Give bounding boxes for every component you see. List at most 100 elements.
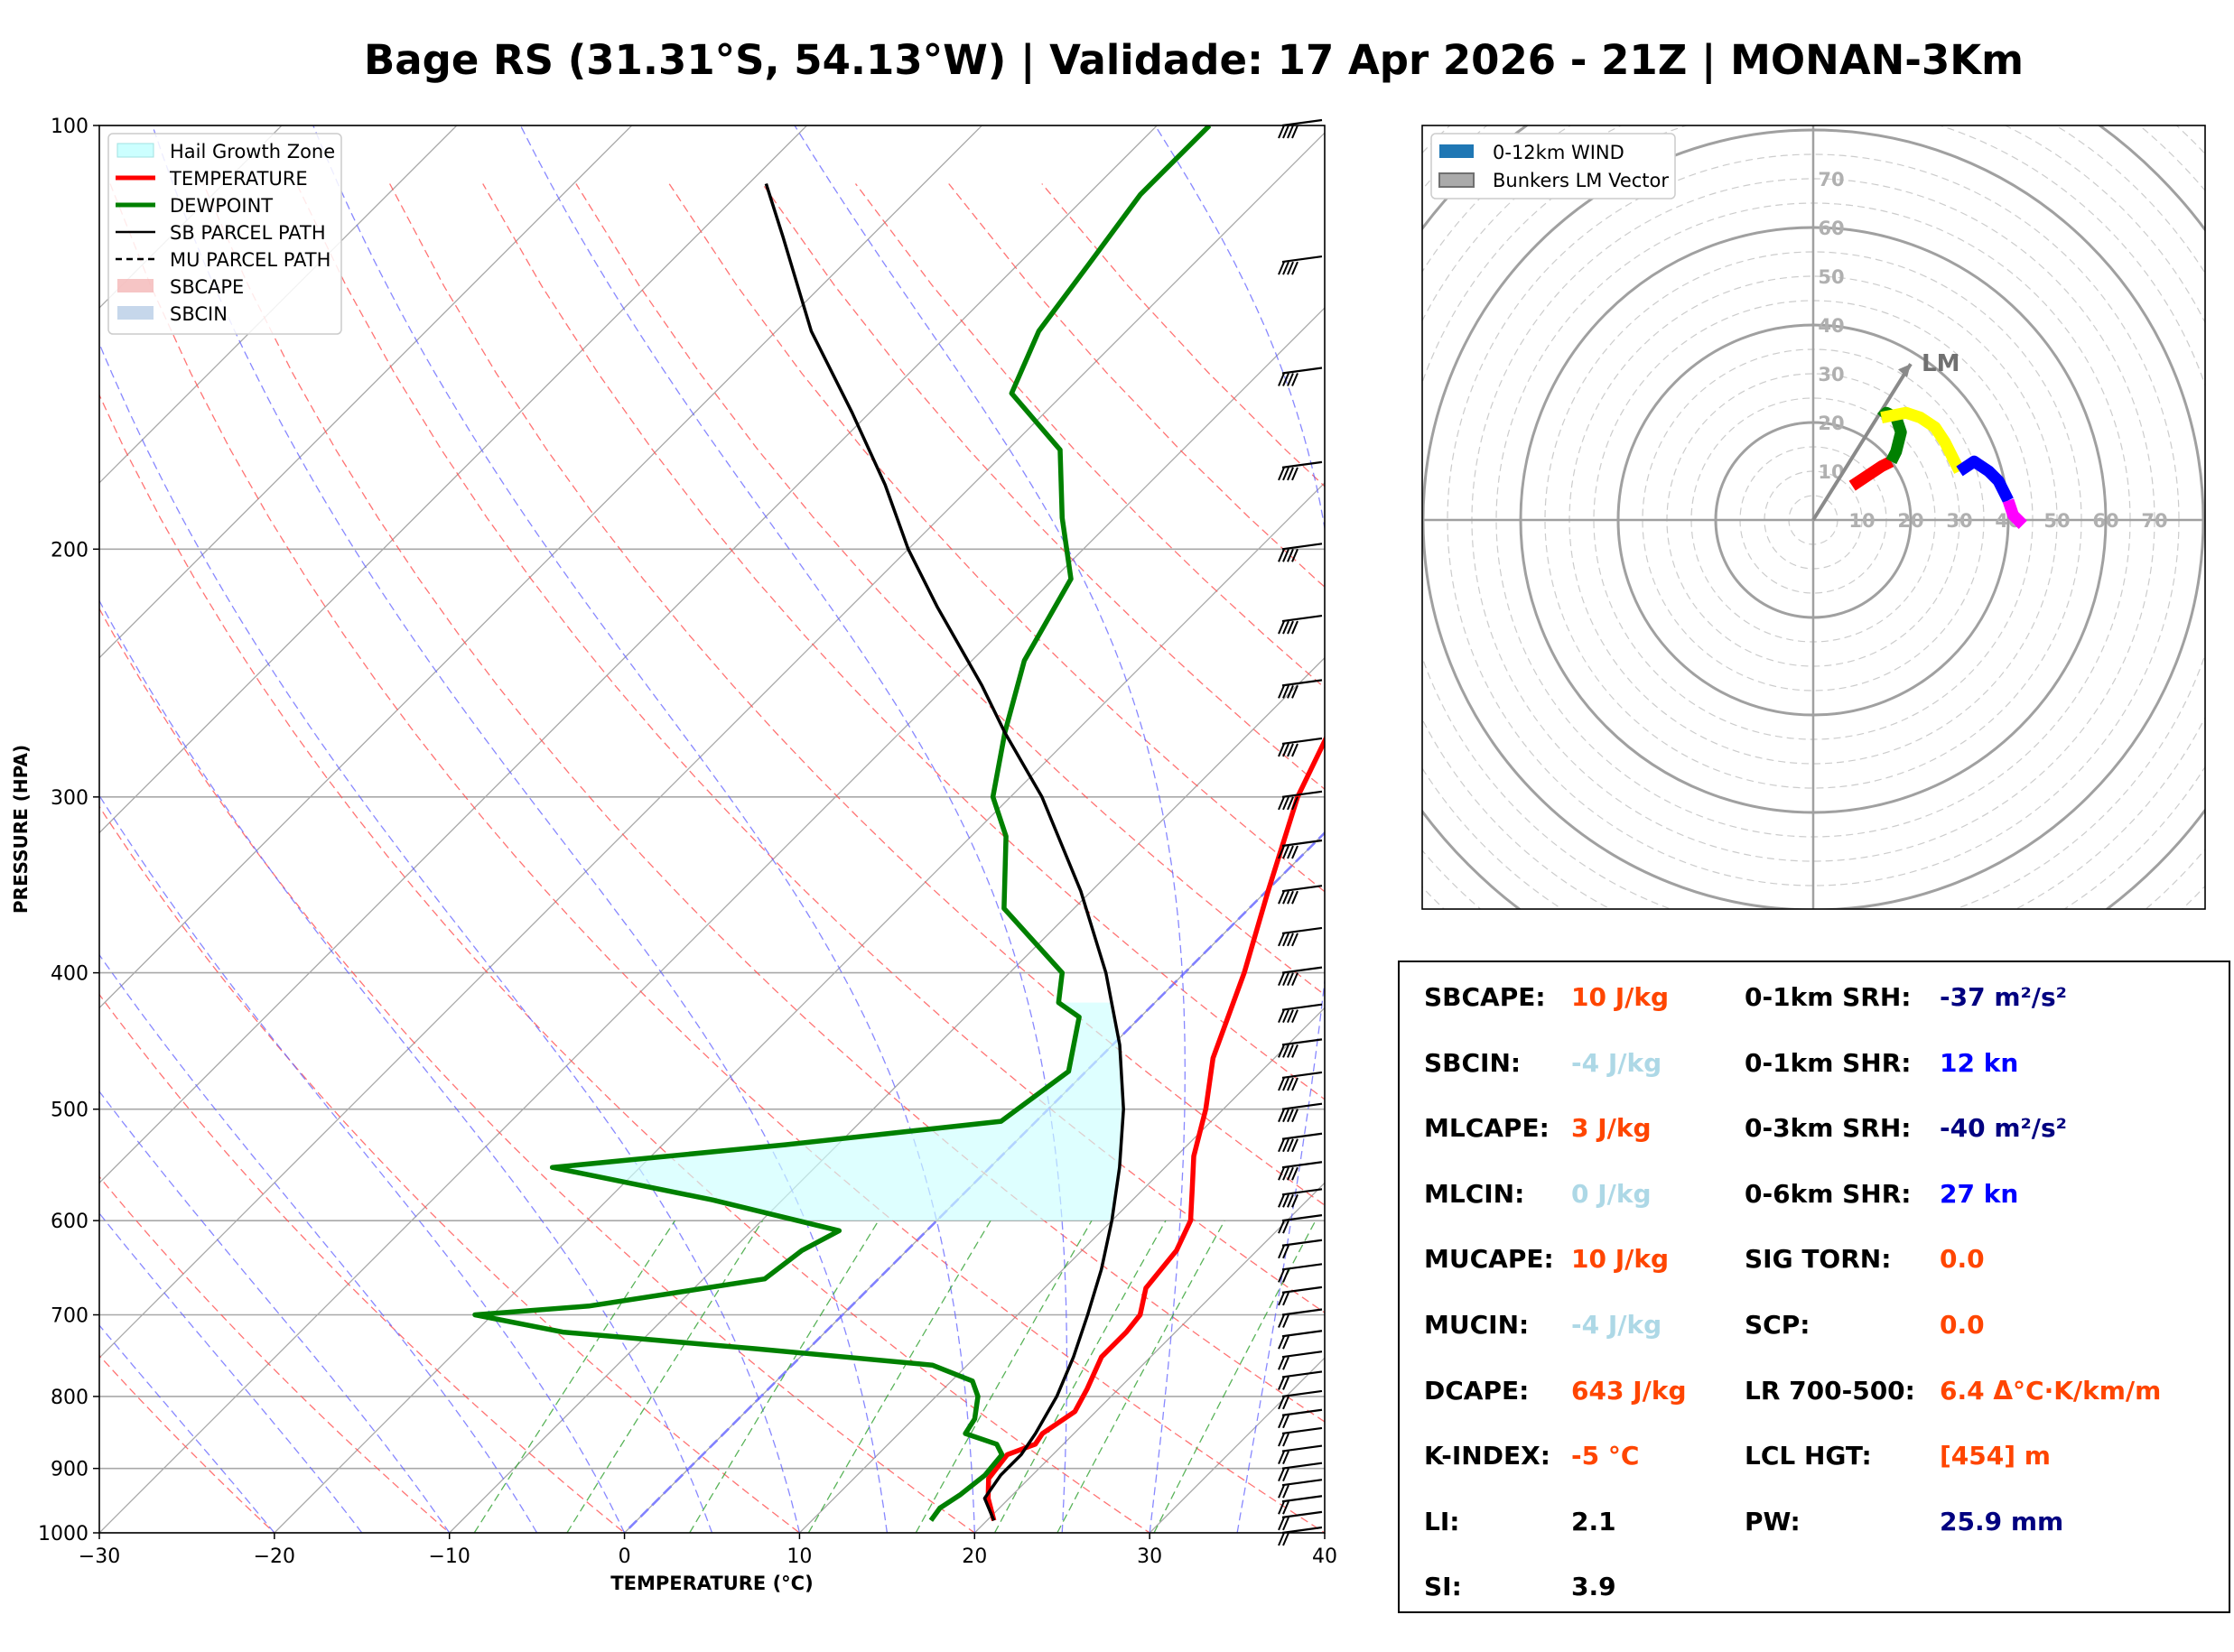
wind-barb [1278,118,1323,139]
barb-feather [1291,620,1299,635]
barb-feather [1287,373,1294,386]
param-label: MUCIN: [1424,1310,1530,1340]
dry-adiabat [99,608,976,1533]
barb-feather [1282,548,1289,562]
param-value: 6.4 Δ°C·K/km/m [1940,1375,2162,1406]
barb-feather [1282,1500,1289,1515]
dry-adiabat [99,993,626,1533]
legend-label: SB PARCEL PATH [170,222,326,244]
hodo-legend-label: Bunkers LM Vector [1493,170,1669,191]
dry-adiabat [202,183,1325,1423]
barb-feather [1291,933,1299,947]
param-label: SIG TORN: [1745,1244,1892,1275]
barb-feather [1282,1484,1289,1499]
wind-barb [1278,1370,1323,1390]
barb-feather [1282,796,1289,811]
wind-barb [1278,926,1323,947]
param-value: 3.9 [1571,1572,1616,1602]
barb-feather [1282,1451,1289,1464]
hodo-legend-swatch-lm [1438,172,1475,188]
barb-shaft [1281,1239,1323,1247]
barb-shaft [1281,1214,1323,1222]
param-label: MLCIN: [1424,1178,1525,1209]
barb-feather [1282,743,1289,757]
barb-feather [1282,1314,1289,1328]
barb-feather [1287,1077,1294,1091]
isotherm [99,307,1325,1533]
barb-feather [1278,1433,1285,1447]
dry-adiabat [761,183,1325,791]
barb-feather [1291,845,1299,859]
barb-feather [1278,796,1285,811]
barb-shaft [1281,1038,1323,1046]
wind-barb [1278,737,1323,757]
barb-feather [1282,467,1289,481]
barb-feather [1282,933,1289,947]
barb-feather [1291,1138,1299,1153]
hodo-ring-label-x: 70 [2141,510,2167,532]
mixing-ratio-line [1056,1220,1225,1533]
barb-feather [1278,1268,1285,1283]
wind-barb [1278,679,1323,699]
isotherm [798,1007,1325,1533]
barb-feather [1282,1356,1289,1370]
barb-feather [1291,1009,1299,1024]
barb-feather [1282,1396,1289,1410]
barb-shaft [1281,1263,1323,1271]
wind-barb [1278,1308,1323,1328]
y-tick-label: 900 [51,1459,88,1481]
barb-feather [1291,467,1299,481]
param-label: 0-1km SHR: [1745,1047,1912,1078]
barb-feather [1291,796,1299,811]
param-label: SBCAPE: [1424,982,1546,1012]
barb-feather [1278,1500,1285,1515]
barb-shaft [1281,1071,1323,1080]
barb-feather [1278,1292,1285,1306]
barb-feather [1282,1009,1289,1024]
hodo-segment-9-12km [2002,498,2027,529]
barb-feather [1282,373,1289,386]
param-value: -4 J/kg [1571,1310,1662,1340]
wind-barb [1278,966,1323,987]
barb-feather [1291,684,1299,699]
barb-shaft [1281,1510,1323,1518]
moist-adiabat [99,599,713,1533]
param-value: 12 kn [1940,1047,2019,1078]
wind-barb [1278,1462,1323,1482]
param-label: K-INDEX: [1424,1441,1550,1471]
barb-feather [1278,1314,1285,1328]
isotherm [99,125,633,659]
barb-feather [1287,1044,1294,1058]
barb-feather [1278,972,1285,987]
dry-adiabat [389,183,1325,1206]
mixing-ratio-line [473,1220,676,1533]
wind-barb [1278,1426,1323,1447]
param-label: LCL HGT: [1745,1441,1872,1471]
barb-feather [1282,1377,1289,1390]
barb-feather [1291,743,1299,757]
dry-adiabat [99,805,801,1533]
barb-shaft [1281,1003,1323,1011]
barb-feather [1287,125,1294,139]
param-value: 643 J/kg [1571,1375,1687,1406]
barb-feather [1278,684,1285,699]
mixing-ratio-line [566,1220,764,1533]
wind-barb [1278,1239,1323,1259]
wind-barb [1278,1389,1323,1410]
barb-feather [1278,743,1285,757]
param-value: -5 °C [1571,1441,1640,1471]
barb-feather [1282,1138,1289,1153]
isotherm [99,125,808,834]
hodo-legend: 0-12km WIND Bunkers LM Vector [1430,133,1676,200]
barb-feather [1291,1109,1299,1123]
barb-feather [1282,845,1289,859]
x-tick-label: 30 [1137,1545,1162,1568]
barb-shaft [1281,460,1323,469]
isotherm [448,656,1325,1533]
barb-shaft [1281,1526,1323,1535]
wind-barb [1278,1102,1323,1123]
lm-vector-shaft [1811,363,1913,522]
barb-shaft [1281,1308,1323,1316]
barb-shaft [1281,1102,1323,1110]
